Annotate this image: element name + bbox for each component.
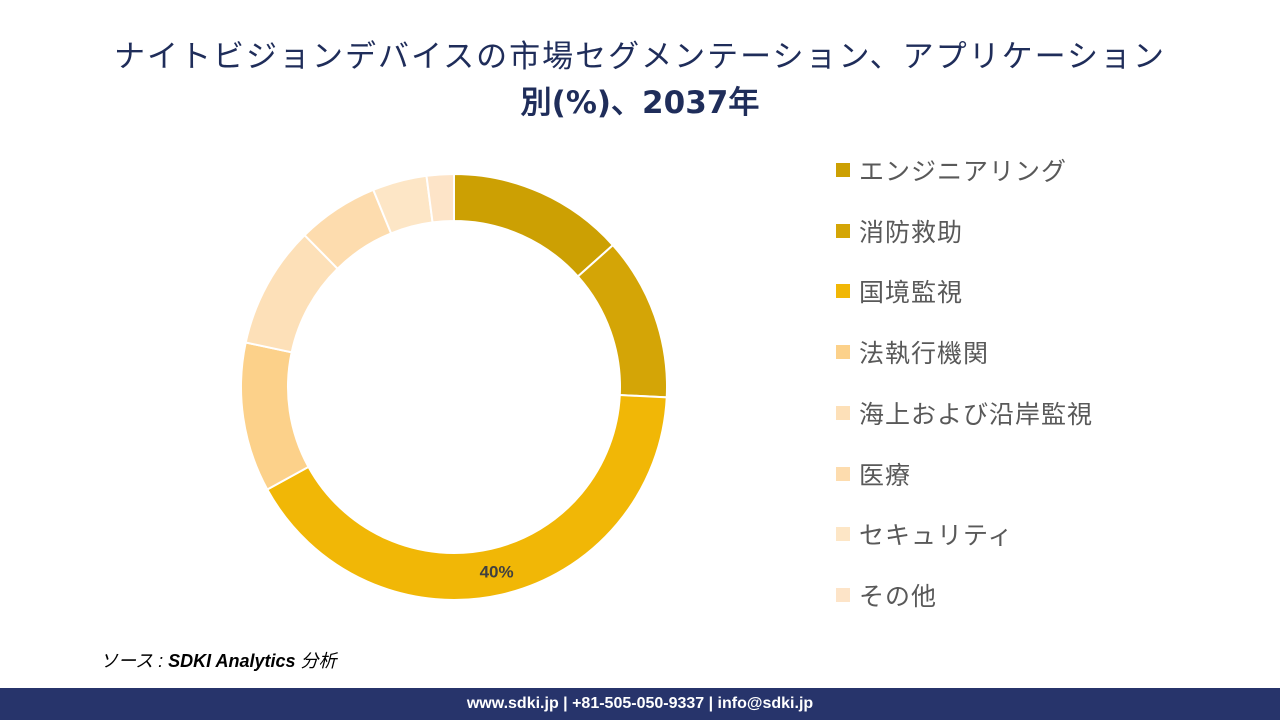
legend-item: 医療 xyxy=(836,456,911,492)
legend-item: 国境監視 xyxy=(836,273,963,309)
legend-swatch xyxy=(836,527,850,542)
title-line-1: ナイトビジョンデバイスの市場セグメンテーション、アプリケーション xyxy=(114,39,1166,75)
donut-slice-8 xyxy=(425,172,455,224)
legend-item: 海上および沿岸監視 xyxy=(836,395,1093,431)
legend-label: 消防救助 xyxy=(859,217,964,247)
donut-slice-2 xyxy=(576,243,668,399)
title-line-2: 別(%)、2037年 xyxy=(520,85,760,121)
legend-label: 海上および沿岸監視 xyxy=(859,399,1094,429)
legend-item: その他 xyxy=(836,577,937,613)
source-note: ソース : SDKI Analytics 分析 xyxy=(100,647,337,673)
legend-item: エンジニアリング xyxy=(836,152,1067,188)
chart-title: ナイトビジョンデバイスの市場セグメンテーション、アプリケーション 別(%)、20… xyxy=(40,34,1240,126)
legend-swatch xyxy=(836,284,850,299)
legend-swatch xyxy=(836,163,850,177)
footer-bar: www.sdki.jp | +81-505-050-9337 | info@sd… xyxy=(0,688,1280,720)
donut-slice-4 xyxy=(240,341,310,491)
legend-swatch xyxy=(836,345,850,360)
legend-swatch xyxy=(836,405,850,420)
legend-item: 法執行機関 xyxy=(836,334,989,370)
source-brand: SDKI Analytics xyxy=(168,651,296,671)
legend-label: 法執行機関 xyxy=(859,339,990,369)
donut-slice-1 xyxy=(453,172,615,278)
source-suffix: 分析 xyxy=(295,651,337,671)
legend-swatch xyxy=(836,223,850,238)
source-prefix: ソース : xyxy=(100,651,169,671)
data-label-3: 40% xyxy=(480,563,514,582)
legend-label: 国境監視 xyxy=(859,278,964,308)
footer-contact: www.sdki.jp | +81-505-050-9337 | info@sd… xyxy=(466,695,814,712)
legend-label: その他 xyxy=(859,581,938,611)
donut-chart: 40% xyxy=(240,172,668,602)
legend-label: セキュリティ xyxy=(859,521,1014,551)
legend-item: セキュリティ xyxy=(836,516,1014,552)
legend-swatch xyxy=(836,587,850,602)
donut-slice-3 xyxy=(265,394,668,602)
legend-item: 消防救助 xyxy=(836,213,963,249)
legend-label: エンジニアリング xyxy=(859,157,1068,186)
legend-label: 医療 xyxy=(859,460,912,490)
legend-swatch xyxy=(836,466,850,481)
